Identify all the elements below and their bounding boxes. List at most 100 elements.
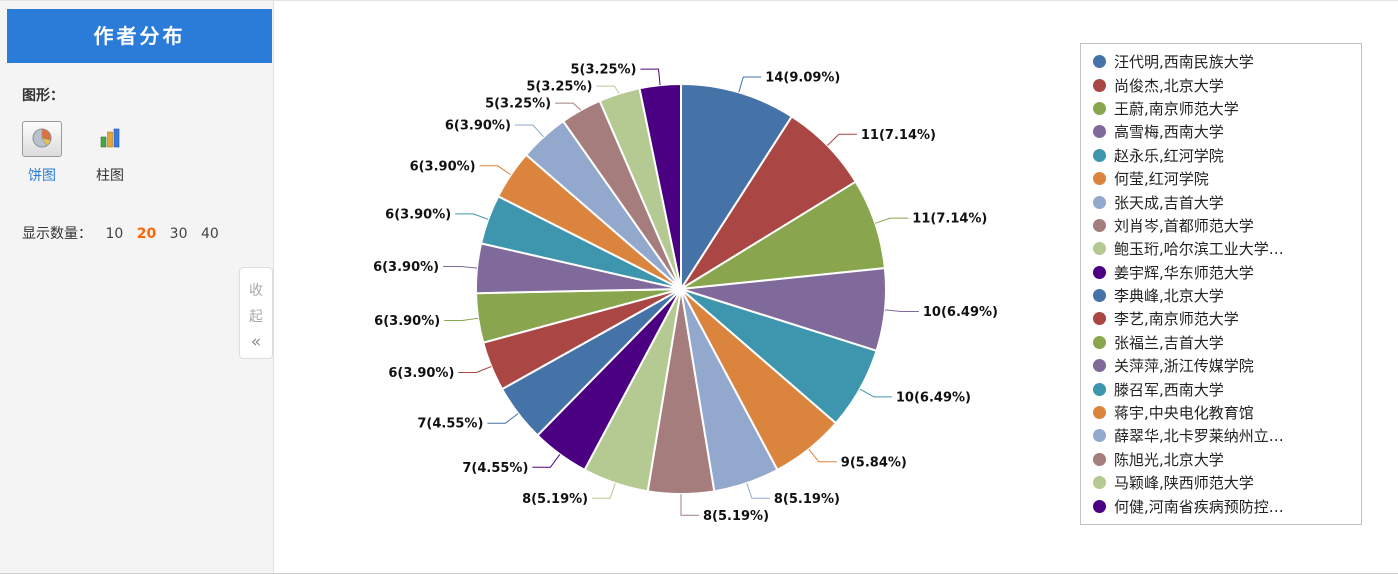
legend-color-dot — [1093, 172, 1106, 186]
chart-legend: 汪代明,西南民族大学 尚俊杰,北京大学 王蔚,南京师范大学 高雪梅,西南大学 赵永乐,红… — [1080, 43, 1362, 525]
pie-slice-label: 5(3.25%) — [570, 63, 636, 78]
pie-slice-label: 6(3.90%) — [374, 314, 440, 329]
legend-color-dot — [1093, 148, 1106, 162]
pie-label-leader-line — [443, 266, 478, 269]
pie-chart-type-label[interactable]: 饼图 — [28, 168, 56, 184]
legend-item[interactable]: 赵永乐,红河学院 — [1081, 144, 1361, 167]
legend-color-dot — [1093, 55, 1106, 69]
pie-label-leader-line — [487, 413, 519, 424]
pie-slice-label: 8(5.19%) — [703, 509, 769, 524]
chart-type-bar: 柱图 — [90, 121, 130, 185]
pie-slice-label: 10(6.49%) — [896, 390, 971, 405]
pie-label-leader-line — [458, 366, 492, 373]
legend-label: 蒋宇,中央电化教育馆 — [1114, 404, 1254, 423]
pie-label-leader-line — [808, 448, 837, 463]
legend-item[interactable]: 刘肖岑,首都师范大学 — [1081, 214, 1361, 237]
legend-item[interactable]: 姜宇辉,华东师范大学 — [1081, 261, 1361, 284]
pie-slice-label: 6(3.90%) — [373, 260, 439, 275]
legend-color-dot — [1093, 499, 1106, 513]
bar-chart-type-label[interactable]: 柱图 — [96, 168, 124, 184]
legend-color-dot — [1093, 429, 1106, 443]
pie-label-leader-line — [532, 454, 561, 468]
legend-item[interactable]: 王蔚,南京师范大学 — [1081, 97, 1361, 120]
pie-slice[interactable] — [680, 82, 794, 293]
legend-item[interactable]: 李典峰,北京大学 — [1081, 284, 1361, 307]
pie-slice-label: 6(3.90%) — [445, 119, 511, 134]
display-count-option-20[interactable]: 20 — [136, 226, 157, 242]
legend-label: 赵永乐,红河学院 — [1114, 146, 1224, 165]
pie-label-leader-line — [555, 102, 582, 111]
pie-slice-label: 6(3.90%) — [410, 159, 476, 174]
legend-color-dot — [1093, 476, 1106, 490]
legend-color-dot — [1093, 335, 1106, 349]
legend-label: 王蔚,南京师范大学 — [1114, 99, 1239, 118]
chart-type-switcher: 饼图 柱图 — [22, 121, 273, 185]
pie-slice-label: 11(7.14%) — [912, 212, 987, 227]
collapse-sidebar-button[interactable]: 收起 « — [239, 267, 273, 359]
bar-chart-icon — [99, 128, 121, 151]
legend-item[interactable]: 李艺,南京师范大学 — [1081, 307, 1361, 330]
pie-label-leader-line — [444, 317, 479, 321]
pie-chart: 5(3.25%) 5(3.25%) 5(3.25%) 6(3.90%) 6(3.90%)… — [373, 63, 998, 524]
legend-label: 尚俊杰,北京大学 — [1114, 76, 1224, 95]
legend-color-dot — [1093, 265, 1106, 279]
legend-item[interactable]: 尚俊杰,北京大学 — [1081, 73, 1361, 96]
pie-label-leader-line — [746, 483, 770, 499]
legend-label: 薛翠华,北卡罗莱纳州立… — [1114, 427, 1284, 446]
legend-label: 高雪梅,西南大学 — [1114, 123, 1224, 142]
legend-item[interactable]: 高雪梅,西南大学 — [1081, 120, 1361, 143]
legend-color-dot — [1093, 195, 1106, 209]
legend-label: 姜宇辉,华东师范大学 — [1114, 263, 1254, 282]
pie-label-leader-line — [640, 68, 661, 86]
legend-label: 陈旭光,北京大学 — [1114, 450, 1224, 469]
pie-slice-label: 7(4.55%) — [417, 417, 483, 432]
legend-item[interactable]: 何莹,红河学院 — [1081, 167, 1361, 190]
legend-color-dot — [1093, 359, 1106, 373]
legend-color-dot — [1093, 218, 1106, 232]
display-count-option-40[interactable]: 40 — [200, 226, 219, 242]
pie-label-leader-line — [596, 85, 620, 94]
bar-chart-type-button[interactable] — [90, 121, 130, 157]
legend-item[interactable]: 何健,河南省疾病预防控… — [1081, 494, 1361, 517]
legend-item[interactable]: 汪代明,西南民族大学 — [1081, 50, 1361, 73]
pie-chart-type-button[interactable] — [22, 121, 62, 157]
pie-slice-label: 6(3.90%) — [385, 207, 451, 222]
pie-label-leader-line — [680, 494, 699, 516]
sidebar: 作者分布 图形： 饼图 — [0, 1, 274, 573]
pie-label-leader-line — [592, 483, 616, 499]
legend-label: 李艺,南京师范大学 — [1114, 310, 1239, 329]
panel-title: 作者分布 — [7, 9, 272, 63]
legend-item[interactable]: 蒋宇,中央电化教育馆 — [1081, 401, 1361, 424]
legend-label: 张福兰,吉首大学 — [1114, 333, 1224, 352]
pie-slice-label: 7(4.55%) — [462, 461, 528, 476]
pie-label-leader-line — [875, 217, 909, 224]
legend-color-dot — [1093, 382, 1106, 396]
pie-label-leader-line — [738, 76, 762, 93]
legend-item[interactable]: 张福兰,吉首大学 — [1081, 331, 1361, 354]
pie-label-leader-line — [859, 388, 892, 398]
chart-type-pie: 饼图 — [22, 121, 62, 185]
legend-color-dot — [1093, 101, 1106, 115]
legend-label: 关萍萍,浙江传媒学院 — [1114, 357, 1254, 376]
legend-item[interactable]: 薛翠华,北卡罗莱纳州立… — [1081, 424, 1361, 447]
legend-label: 汪代明,西南民族大学 — [1114, 53, 1254, 72]
display-count-row: 显示数量： 10 20 30 40 — [22, 223, 273, 243]
legend-item[interactable]: 鲍玉珩,哈尔滨工业大学… — [1081, 237, 1361, 260]
legend-item[interactable]: 马颖峰,陕西师范大学 — [1081, 471, 1361, 494]
legend-label: 何莹,红河学院 — [1114, 170, 1209, 189]
legend-label: 滕召军,西南大学 — [1114, 380, 1224, 399]
legend-item[interactable]: 张天成,吉首大学 — [1081, 190, 1361, 213]
pie-chart-icon — [31, 127, 53, 152]
legend-item[interactable]: 关萍萍,浙江传媒学院 — [1081, 354, 1361, 377]
legend-color-dot — [1093, 312, 1106, 326]
pie-slice-label: 6(3.90%) — [388, 366, 454, 381]
display-count-option-10[interactable]: 10 — [105, 226, 124, 242]
display-count-option-30[interactable]: 30 — [169, 226, 188, 242]
legend-label: 马颖峰,陕西师范大学 — [1114, 474, 1254, 493]
pie-label-leader-line — [884, 309, 919, 312]
legend-label: 刘肖岑,首都师范大学 — [1114, 216, 1254, 235]
legend-item[interactable]: 陈旭光,北京大学 — [1081, 448, 1361, 471]
legend-item[interactable]: 滕召军,西南大学 — [1081, 377, 1361, 400]
pie-slice-label: 14(9.09%) — [765, 71, 840, 86]
